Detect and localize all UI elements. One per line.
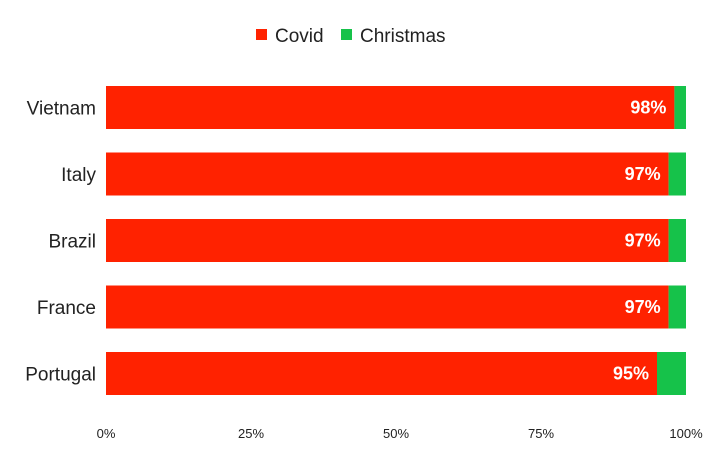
bar-christmas-france — [668, 285, 686, 329]
bars — [106, 86, 686, 395]
bar-christmas-vietnam — [674, 86, 686, 129]
legend-swatch-covid — [256, 29, 267, 40]
x-tick-label-4: 100% — [669, 426, 703, 441]
bar-covid-italy — [106, 152, 669, 196]
legend-label-covid: Covid — [275, 26, 324, 47]
bar-christmas-portugal — [657, 352, 686, 395]
data-label-portugal: 95% — [613, 364, 649, 384]
data-label-france: 97% — [625, 297, 661, 317]
bar-covid-brazil — [106, 219, 669, 262]
bar-christmas-brazil — [668, 219, 686, 262]
category-label-france: France — [37, 298, 96, 319]
x-tick-label-3: 75% — [528, 426, 554, 441]
category-label-portugal: Portugal — [25, 365, 96, 386]
bar-christmas-italy — [668, 152, 686, 196]
bar-covid-france — [106, 285, 669, 329]
legend: Covid Christmas — [256, 26, 446, 47]
x-tick-label-0: 0% — [97, 426, 116, 441]
category-label-vietnam: Vietnam — [27, 99, 96, 120]
x-axis-ticks: 0% 25% 50% 75% 100% — [97, 426, 703, 441]
category-labels: Vietnam Italy Brazil France Portugal — [25, 99, 96, 386]
data-label-italy: 97% — [625, 164, 661, 184]
bar-covid-vietnam — [106, 86, 675, 129]
category-label-brazil: Brazil — [48, 232, 96, 253]
x-tick-label-1: 25% — [238, 426, 264, 441]
x-tick-label-2: 50% — [383, 426, 409, 441]
legend-label-christmas: Christmas — [360, 26, 446, 47]
data-label-brazil: 97% — [625, 231, 661, 251]
data-labels: 98% 97% 97% 97% 95% — [613, 98, 666, 384]
legend-swatch-christmas — [341, 29, 352, 40]
category-label-italy: Italy — [61, 165, 96, 186]
bar-covid-portugal — [106, 352, 657, 395]
data-label-vietnam: 98% — [630, 98, 666, 118]
